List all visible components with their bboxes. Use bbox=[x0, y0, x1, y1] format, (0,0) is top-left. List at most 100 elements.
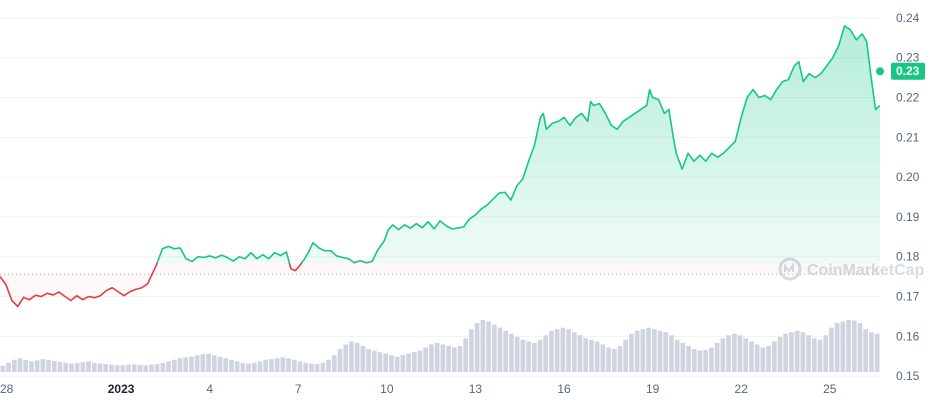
price-line bbox=[0, 25, 880, 308]
volume-bar bbox=[554, 329, 560, 372]
volume-bar bbox=[674, 339, 680, 372]
price-area bbox=[0, 25, 880, 307]
volume-bar bbox=[143, 365, 149, 372]
volume-bar bbox=[657, 330, 663, 372]
y-tick-label: 0.17 bbox=[896, 290, 920, 304]
volume-bar bbox=[811, 338, 817, 372]
volume-bar bbox=[457, 346, 463, 372]
volume-bar bbox=[211, 355, 217, 372]
volume-bar bbox=[577, 335, 583, 372]
x-tick-label: 28 bbox=[0, 382, 14, 396]
volume-bar bbox=[703, 349, 709, 372]
volume-bar bbox=[46, 359, 51, 372]
volume-bar bbox=[680, 342, 686, 372]
volume-bar bbox=[274, 358, 280, 372]
volume-bar bbox=[537, 339, 543, 372]
current-price-badge: 0.23 bbox=[876, 62, 925, 80]
volume-bar bbox=[720, 338, 726, 372]
volume-bar bbox=[800, 332, 806, 372]
volume-bar bbox=[320, 362, 326, 372]
volume-bar bbox=[97, 363, 103, 372]
current-price-dot bbox=[876, 67, 884, 76]
volume-bar bbox=[234, 361, 240, 372]
volume-bar bbox=[549, 330, 554, 372]
volume-bar bbox=[200, 354, 206, 372]
volume-bar bbox=[194, 355, 200, 372]
volume-bar bbox=[331, 355, 337, 372]
volume-bar bbox=[846, 320, 851, 372]
volume-bar bbox=[834, 323, 840, 372]
volume-bar bbox=[114, 365, 120, 372]
volume-bar bbox=[731, 333, 737, 372]
volume-bar bbox=[251, 362, 257, 372]
volume-bar bbox=[263, 359, 269, 372]
volume-bar bbox=[34, 360, 40, 372]
volume-bar bbox=[526, 341, 531, 372]
volume-bar bbox=[857, 323, 863, 372]
volume-bar bbox=[51, 360, 57, 372]
volume-bar bbox=[29, 361, 34, 372]
volume-bar bbox=[57, 361, 63, 372]
volume-bar bbox=[109, 364, 114, 372]
volume-bar bbox=[183, 357, 189, 372]
volume-bar bbox=[817, 339, 823, 372]
volume-bar bbox=[23, 359, 29, 372]
volume-bar bbox=[806, 335, 811, 372]
volume-bar bbox=[171, 359, 177, 372]
volume-bar bbox=[240, 362, 246, 372]
x-tick-label: 2023 bbox=[108, 382, 135, 396]
volume-bar bbox=[177, 358, 183, 372]
volume-bar bbox=[160, 362, 166, 372]
volume-bar bbox=[154, 364, 160, 372]
volume-bar bbox=[777, 336, 783, 372]
volume-bar bbox=[714, 342, 720, 372]
volume-bar bbox=[400, 355, 406, 372]
volume-bar bbox=[823, 335, 829, 372]
volume-bar bbox=[531, 342, 537, 372]
volume-bar bbox=[469, 329, 474, 372]
volume-bar bbox=[594, 341, 600, 372]
x-tick-label: 22 bbox=[735, 382, 749, 396]
volume-bar bbox=[611, 349, 617, 372]
volume-bar bbox=[583, 338, 589, 372]
volume-bar bbox=[851, 320, 857, 372]
volume-bar bbox=[480, 320, 486, 372]
volume-bar bbox=[189, 356, 194, 372]
volume-bar bbox=[411, 352, 417, 372]
grid-lines bbox=[0, 17, 880, 377]
current-price-badge-bg bbox=[891, 62, 925, 80]
volume-bar bbox=[737, 335, 743, 372]
volume-bar bbox=[337, 349, 343, 372]
volume-bar bbox=[326, 359, 331, 372]
volume-bar bbox=[149, 364, 154, 372]
volume-bar bbox=[509, 333, 514, 372]
volume-bar bbox=[63, 362, 69, 372]
volume-bar bbox=[514, 336, 520, 372]
price-line-down bbox=[0, 263, 369, 308]
y-tick-label: 0.24 bbox=[896, 11, 920, 25]
volume-bar bbox=[120, 365, 126, 372]
volume-bar bbox=[726, 335, 731, 372]
volume-bar bbox=[503, 330, 509, 372]
volume-bar bbox=[686, 346, 691, 372]
volume-bar bbox=[6, 362, 11, 372]
volume-bar bbox=[429, 344, 434, 372]
volume-bar bbox=[829, 327, 834, 372]
volume-bar bbox=[354, 342, 360, 372]
volume-bar bbox=[229, 359, 234, 372]
volume-bar bbox=[291, 359, 297, 372]
volume-bar bbox=[366, 349, 371, 372]
volume-bar bbox=[383, 353, 389, 372]
volume-bar bbox=[91, 362, 97, 372]
volume-bar bbox=[286, 358, 291, 372]
volume-bar bbox=[771, 341, 777, 372]
volume-bar bbox=[691, 349, 697, 372]
volume-bar bbox=[463, 338, 469, 372]
volume-bar bbox=[617, 346, 623, 372]
volume-bar bbox=[566, 329, 571, 372]
y-tick-label: 0.22 bbox=[896, 91, 920, 105]
volume-bar bbox=[11, 359, 17, 372]
volume-bar bbox=[86, 361, 91, 372]
volume-bar bbox=[840, 321, 846, 372]
volume-bar bbox=[131, 364, 137, 372]
